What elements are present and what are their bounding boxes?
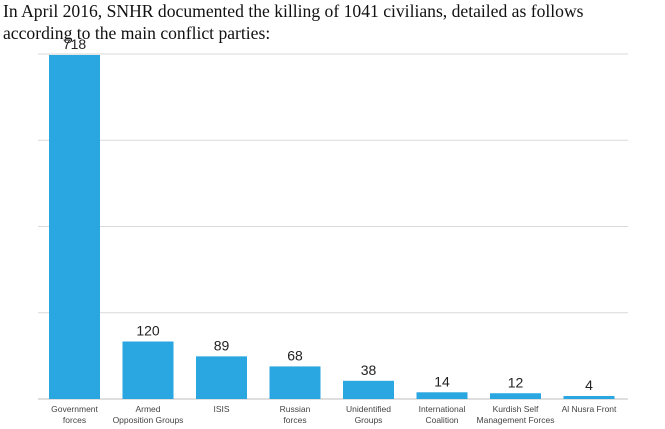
x-tick-label-line: ISIS — [213, 404, 229, 414]
x-tick-label-line: Unidentified — [346, 404, 391, 414]
x-tick-label-line: Groups — [355, 415, 383, 425]
chart-heading: In April 2016, SNHR documented the killi… — [3, 0, 663, 44]
x-tick-label: Armed Opposition Groups — [113, 404, 184, 425]
x-tick-label-line: Opposition Groups — [113, 415, 184, 425]
x-tick-label-line: Government — [51, 404, 98, 414]
x-tick-label: International Coalition — [419, 404, 466, 425]
x-tick-label-line: Armed — [135, 404, 160, 414]
data-label: 89 — [214, 337, 230, 353]
x-tick-label-line: forces — [283, 415, 306, 425]
bar — [490, 393, 541, 399]
x-tick-label-line: Russian — [280, 404, 311, 414]
x-tick-label-line: Al Nusra Front — [562, 404, 617, 414]
heading-line-2: according to the main conflict parties: — [3, 23, 271, 43]
x-tick-label: Russian forces — [280, 404, 311, 425]
x-tick-label: ISIS — [213, 404, 229, 414]
data-label: 120 — [136, 323, 160, 339]
data-labels: 718 120 89 68 38 14 12 4 — [63, 36, 593, 393]
bar — [343, 380, 394, 399]
data-label: 68 — [287, 347, 303, 363]
bar — [49, 54, 100, 399]
x-tick-label: Al Nusra Front — [562, 404, 617, 414]
bar — [122, 341, 174, 399]
data-label: 4 — [585, 377, 593, 393]
bars — [49, 54, 615, 399]
x-tick-label-line: forces — [63, 415, 86, 425]
data-label: 718 — [63, 36, 87, 52]
bar — [563, 396, 615, 399]
x-tick-label-line: International — [419, 404, 466, 414]
x-tick-label: Unidentified Groups — [346, 404, 391, 425]
bar — [269, 366, 321, 399]
x-tick-label: Government forces — [51, 404, 98, 425]
x-tick-label-line: Management Forces — [477, 415, 555, 425]
data-label: 38 — [361, 362, 377, 378]
data-label: 12 — [508, 374, 524, 390]
bar — [196, 356, 247, 399]
x-tick-label: Kurdish Self Management Forces — [477, 404, 555, 425]
heading-line-1: In April 2016, SNHR documented the killi… — [3, 1, 584, 21]
data-label: 14 — [434, 373, 450, 389]
x-tick-label-line: Coalition — [425, 415, 458, 425]
x-tick-label-line: Kurdish Self — [493, 404, 539, 414]
bar — [416, 392, 468, 399]
